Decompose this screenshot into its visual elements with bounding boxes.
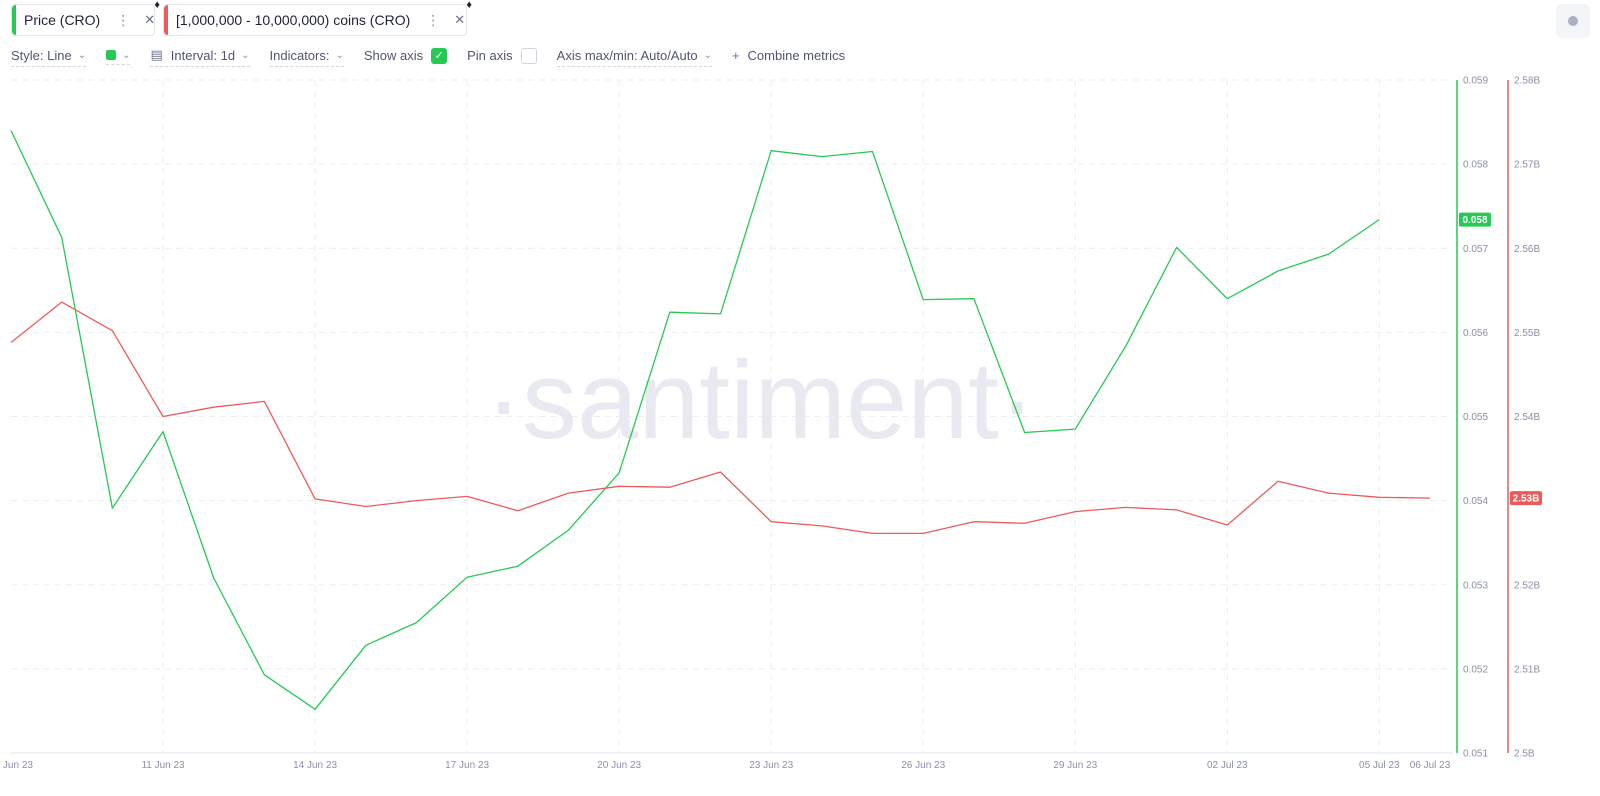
drag-handle-icon[interactable]: ♦	[466, 0, 472, 11]
x-tick-label: 17 Jun 23	[445, 760, 489, 771]
indicators-label: Indicators:	[269, 47, 330, 63]
show-axis-toggle[interactable]: Show axis ✓	[363, 47, 448, 67]
y-tick-label: 2.56B	[1514, 244, 1540, 255]
y-tick-label: 2.52B	[1514, 580, 1540, 591]
metric-color-bar	[12, 5, 16, 35]
metric-tab-holders[interactable]: [1,000,000 - 10,000,000) coins (CRO) ⋮ ✕…	[163, 0, 472, 36]
series-line-0[interactable]	[10, 130, 1380, 710]
close-icon[interactable]: ✕	[454, 12, 466, 27]
show-axis-checkbox[interactable]: ✓	[431, 47, 448, 64]
series-lines	[10, 130, 1431, 710]
y-tick-label: 2.51B	[1514, 664, 1540, 675]
x-tick-label: 26 Jun 23	[901, 760, 945, 771]
style-label: Style: Line	[11, 47, 72, 63]
chevron-down-icon: ⌄	[122, 49, 131, 61]
last-value-label: 0.058	[1462, 215, 1487, 226]
color-picker[interactable]: ⌄	[106, 49, 131, 65]
ruler-icon: ▤	[150, 47, 163, 62]
y-tick-label: 2.5B	[1514, 749, 1535, 760]
color-swatch	[106, 50, 117, 60]
chart-toolbar: Style: Line ⌄ ⌄ ▤ Interval: 1d ⌄ Indicat…	[11, 46, 865, 68]
y-tick-label: 0.051	[1463, 749, 1488, 760]
more-options-icon[interactable]: ⋮	[116, 11, 131, 28]
drag-handle-icon[interactable]: ♦	[154, 0, 160, 11]
santiment-watermark: ·santiment·	[485, 339, 1035, 462]
y-tick-label: 0.059	[1463, 76, 1488, 87]
last-value-badge	[1510, 491, 1542, 506]
y-tick-label: 2.57B	[1514, 160, 1540, 171]
y-tick-label: 2.58B	[1514, 76, 1540, 87]
more-options-icon[interactable]: ⋮	[426, 11, 441, 28]
y-tick-label: 0.055	[1463, 412, 1488, 423]
combine-metrics-button[interactable]: + Combine metrics	[732, 48, 845, 66]
chevron-down-icon: ⌄	[703, 49, 712, 61]
y-tick-label: 0.053	[1463, 580, 1488, 591]
y-tick-label: 0.058	[1463, 160, 1488, 171]
chevron-down-icon: ⌄	[241, 49, 250, 61]
y-tick-label: 2.55B	[1514, 328, 1540, 339]
x-tick-label: 11 Jun 23	[141, 760, 185, 771]
combine-metrics-label: Combine metrics	[747, 48, 846, 63]
x-tick-label: 06 Jul 23	[1410, 760, 1451, 771]
x-tick-label: 08 Jun 23	[0, 760, 33, 771]
axes: 08 Jun 23 11 Jun 23 14 Jun 23 17 Jun 23 20 J…	[0, 76, 1542, 771]
x-tick-label: 14 Jun 23	[293, 760, 337, 771]
axis-minmax-label: Axis max/min: Auto/Auto	[556, 47, 698, 63]
pin-axis-checkbox[interactable]	[520, 47, 537, 64]
x-tick-label: 02 Jul 23	[1207, 760, 1248, 771]
plus-icon: +	[731, 48, 740, 63]
x-tick-label: 23 Jun 23	[749, 760, 793, 771]
chevron-down-icon: ⌄	[335, 49, 344, 61]
chart-settings-button[interactable]	[1556, 4, 1590, 38]
last-value-badge	[1459, 212, 1491, 227]
metric-tab-price[interactable]: Price (CRO) ⋮ ✕ ♦	[11, 0, 160, 36]
x-tick-label: 29 Jun 23	[1053, 760, 1097, 771]
close-icon[interactable]: ✕	[144, 12, 156, 27]
interval-label: Interval: 1d	[170, 47, 236, 63]
metric-tab-label: Price (CRO)	[24, 12, 101, 28]
x-tick-label: 05 Jul 23	[1359, 760, 1400, 771]
metric-tab-label: [1,000,000 - 10,000,000) coins (CRO)	[176, 12, 411, 28]
y-tick-label: 0.057	[1463, 244, 1488, 255]
pin-axis-label: Pin axis	[467, 48, 513, 63]
y-tick-label: 0.054	[1463, 496, 1488, 507]
y-tick-label: 0.052	[1463, 664, 1488, 675]
style-dropdown[interactable]: Style: Line ⌄	[11, 47, 87, 67]
metric-color-bar	[164, 5, 168, 35]
indicators-dropdown[interactable]: Indicators: ⌄	[269, 47, 344, 67]
interval-dropdown[interactable]: ▤ Interval: 1d ⌄	[150, 47, 250, 67]
y-tick-label: 0.056	[1463, 328, 1488, 339]
axis-minmax-dropdown[interactable]: Axis max/min: Auto/Auto ⌄	[556, 47, 712, 67]
y-tick-label: 2.54B	[1514, 412, 1540, 423]
series-line-1[interactable]	[10, 301, 1431, 535]
pin-axis-toggle[interactable]: Pin axis	[467, 47, 537, 67]
x-tick-label: 20 Jun 23	[597, 760, 641, 771]
chevron-down-icon: ⌄	[77, 49, 87, 61]
dot-icon	[1568, 16, 1578, 26]
grid-lines	[11, 79, 1453, 754]
show-axis-label: Show axis	[363, 48, 424, 63]
last-value-label: 2.53B	[1513, 494, 1540, 505]
